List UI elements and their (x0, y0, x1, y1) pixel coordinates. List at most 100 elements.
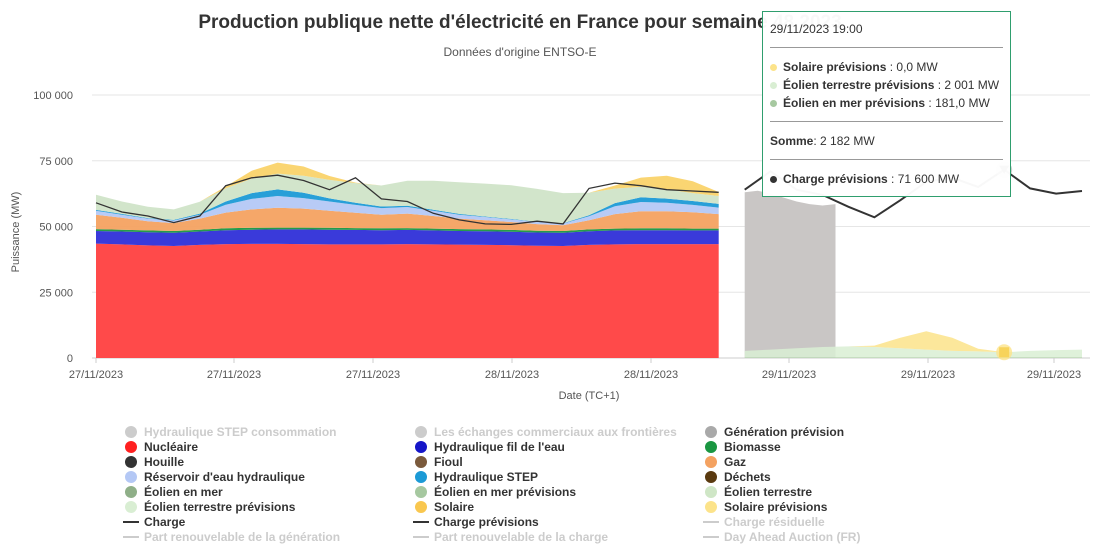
legend-item-biomasse[interactable]: Biomasse (700, 439, 990, 454)
legend-label: Hydraulique fil de l'eau (434, 439, 565, 454)
y-tick-label: 75 000 (39, 156, 73, 168)
legend-dot-icon (700, 425, 722, 438)
x-tick-label: 28/11/2023 (624, 369, 678, 381)
tooltip-sum-row: Somme: 2 182 MW (770, 134, 875, 148)
area-hydraulique-fil-de-l-eau (96, 229, 719, 246)
area-biomasse (96, 227, 719, 233)
legend-item-eolien-en-mer[interactable]: Éolien en mer (120, 484, 410, 499)
tooltip-dot-icon (770, 81, 777, 89)
legend-item-houille[interactable]: Houille (120, 454, 410, 469)
legend-item-solaire[interactable]: Solaire (410, 499, 700, 514)
legend-line-icon (700, 520, 722, 523)
y-axis: 0 25 000 50 000 75 000 100 000 (33, 90, 73, 365)
legend-dot-icon (410, 425, 432, 438)
legend-line-icon (410, 520, 432, 523)
legend-item-eolien-terrestre-previsions[interactable]: Éolien terrestre prévisions (120, 499, 410, 514)
tooltip-row-value: 0,0 MW (896, 60, 938, 74)
tooltip-row: Éolien terrestre prévisions : 2 001 MW (770, 76, 1003, 94)
tooltip-divider (770, 159, 1003, 160)
area-nucleaire (96, 243, 719, 358)
legend-line-icon (120, 520, 142, 523)
square-marker-icon (999, 347, 1010, 358)
legend-dot-icon (410, 440, 432, 453)
tooltip-row: Éolien en mer prévisions : 181,0 MW (770, 94, 1003, 112)
legend-item-charge[interactable]: Charge (120, 514, 410, 529)
x-tick-label: 27/11/2023 (207, 369, 261, 381)
legend-dot-icon (120, 440, 142, 453)
legend-item-les-echanges-commerciaux-aux-frontieres[interactable]: Les échanges commerciaux aux frontières (410, 424, 700, 439)
legend-label: Les échanges commerciaux aux frontières (434, 424, 677, 439)
plot-area[interactable] (96, 162, 1082, 358)
x-tick-label: 29/11/2023 (1027, 369, 1081, 381)
legend-dot-icon (700, 500, 722, 513)
tooltip-divider (770, 121, 1003, 122)
tooltip-divider (770, 47, 1003, 48)
legend-label: Day Ahead Auction (FR) (724, 529, 861, 544)
tooltip-dot-icon (770, 175, 777, 183)
legend-label: Charge (144, 514, 186, 529)
legend-dot-icon (410, 500, 432, 513)
legend-label: Part renouvelable de la génération (144, 529, 341, 544)
tooltip: 29/11/2023 19:00 Solaire prévisions : 0,… (762, 11, 1011, 197)
line-charge (95, 174, 719, 226)
tooltip-row-value: 2 001 MW (944, 78, 1000, 92)
legend-item-fioul[interactable]: Fioul (410, 454, 700, 469)
legend-line-icon (120, 535, 142, 538)
tooltip-row: Solaire prévisions : 0,0 MW (770, 58, 1003, 76)
legend-item-nucleaire[interactable]: Nucléaire (120, 439, 410, 454)
legend-item-part-renouvelable-de-la-generation[interactable]: Part renouvelable de la génération (120, 529, 410, 544)
tooltip-charge-row: Charge prévisions : 71 600 MW (770, 170, 1003, 188)
y-axis-title: Puissance (MW) (10, 192, 22, 273)
tooltip-charge-value: 71 600 MW (897, 172, 960, 186)
chart-title: Production publique nette d'électricité … (198, 12, 841, 33)
area-eolien-terrestre (96, 173, 719, 224)
legend-item-eolien-en-mer-previsions[interactable]: Éolien en mer prévisions (410, 484, 700, 499)
area-eolien-en-mer-previsions (744, 357, 1082, 358)
y-tick-label: 50 000 (39, 222, 73, 234)
legend-item-hydraulique-step[interactable]: Hydraulique STEP (410, 469, 700, 484)
legend-label: Part renouvelable de la charge (434, 529, 609, 544)
area-solaire (96, 162, 719, 210)
x-tick-label: 29/11/2023 (901, 369, 955, 381)
legend-item-part-renouvelable-de-la-charge[interactable]: Part renouvelable de la charge (410, 529, 700, 544)
legend-item-reservoir-d-eau-hydraulique[interactable]: Réservoir d'eau hydraulique (120, 469, 410, 484)
tooltip-row-name: Éolien en mer prévisions (783, 96, 926, 110)
legend-item-dechets[interactable]: Déchets (700, 469, 990, 484)
tooltip-row-value: 181,0 MW (935, 96, 990, 110)
legend-dot-icon (120, 455, 142, 468)
legend-dot-icon (410, 455, 432, 468)
legend-item-eolien-terrestre[interactable]: Éolien terrestre (700, 484, 990, 499)
legend-dot-icon (120, 485, 142, 498)
legend-item-charge-residuelle[interactable]: Charge résiduelle (700, 514, 990, 529)
legend-dot-icon (410, 470, 432, 483)
legend-label: Hydraulique STEP (434, 469, 539, 484)
legend-item-solaire-previsions[interactable]: Solaire prévisions (700, 499, 990, 514)
tooltip-charge-name: Charge prévisions (783, 172, 888, 186)
legend-item-hydraulique-fil-de-l-eau[interactable]: Hydraulique fil de l'eau (410, 439, 700, 454)
legend-label: Nucléaire (144, 439, 199, 454)
y-tick-label: 0 (67, 353, 73, 365)
legend-label: Éolien terrestre (724, 484, 813, 499)
tooltip-header: 29/11/2023 19:00 (770, 22, 863, 36)
legend-item-day-ahead-auction-fr[interactable]: Day Ahead Auction (FR) (700, 529, 990, 544)
legend-dot-icon (700, 485, 722, 498)
legend-dot-icon (700, 455, 722, 468)
legend-item-charge-previsions[interactable]: Charge prévisions (410, 514, 700, 529)
legend-item-gaz[interactable]: Gaz (700, 454, 990, 469)
area-hydraulique-step (96, 189, 719, 224)
area-gaz (96, 207, 719, 231)
legend-item-hydraulique-step-consommation[interactable]: Hydraulique STEP consommation (120, 424, 410, 439)
legend-label: Éolien terrestre prévisions (144, 499, 296, 514)
x-tick-label: 28/11/2023 (485, 369, 539, 381)
x-axis-title: Date (TC+1) (559, 390, 620, 402)
tooltip-dot-icon (770, 63, 777, 71)
tooltip-row-name: Solaire prévisions (783, 60, 887, 74)
tooltip-dot-icon (770, 99, 777, 107)
legend-item-generation-prevision[interactable]: Génération prévision (700, 424, 990, 439)
x-axis: 27/11/2023 27/11/2023 27/11/2023 28/11/2023… (69, 358, 1081, 381)
legend-dot-icon (120, 425, 142, 438)
legend-label: Gaz (724, 454, 747, 469)
tooltip-row-name: Éolien terrestre prévisions (783, 78, 935, 92)
legend-label: Hydraulique STEP consommation (144, 424, 337, 439)
